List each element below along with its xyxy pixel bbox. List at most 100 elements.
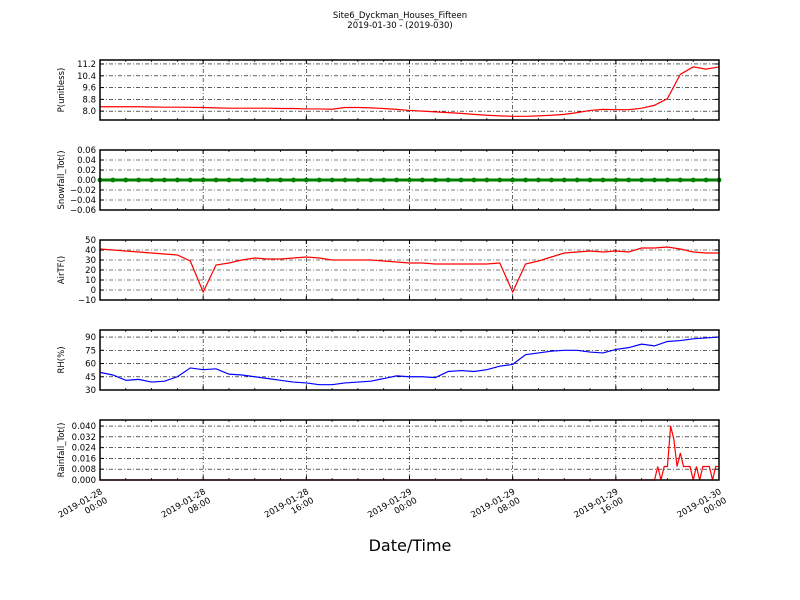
y-tick-label: 8.8: [82, 95, 96, 105]
y-tick-label: 0.00: [77, 176, 96, 186]
data-point: [510, 177, 516, 183]
data-point: [497, 177, 503, 183]
data-point: [626, 177, 632, 183]
y-tick-label: −0.02: [70, 186, 96, 196]
y-tick-label: 45: [85, 373, 96, 383]
data-point: [652, 177, 657, 183]
data-point: [149, 177, 154, 183]
x-tick-label: 2019-01-2808:00: [160, 487, 213, 529]
y-tick-label: −10: [78, 296, 96, 306]
data-point: [639, 177, 645, 183]
data-point: [278, 177, 283, 183]
data-point: [432, 177, 438, 183]
data-point: [174, 177, 180, 183]
data-point: [368, 177, 374, 183]
data-point: [342, 177, 348, 183]
data-point: [316, 177, 322, 183]
x-tick-label: 2019-01-2916:00: [573, 487, 626, 529]
title: Site6_Dyckman_Houses_Fifteen: [332, 11, 468, 21]
y-axis-label: AirTF(): [57, 256, 67, 284]
data-point: [187, 177, 193, 183]
series-line: [100, 425, 719, 481]
data-point: [613, 177, 619, 183]
axes-frame: [99, 329, 720, 391]
x-tick-label: 2019-01-3000:00: [676, 487, 729, 529]
data-point: [329, 177, 335, 183]
y-tick-label: −0.06: [70, 206, 96, 216]
y-tick-label: 40: [85, 246, 96, 256]
y-tick-label: 8.0: [82, 107, 96, 117]
y-tick-label: 0.02: [77, 166, 96, 176]
chart-title: Site6_Dyckman_Houses_Fifteen 2019-01-30 …: [0, 11, 800, 31]
data-point: [536, 177, 541, 183]
data-point: [123, 177, 129, 183]
data-point: [226, 177, 232, 183]
data-point: [200, 177, 206, 183]
data-point: [213, 177, 219, 183]
data-point: [561, 177, 567, 183]
data-point: [407, 177, 412, 183]
y-tick-label: 0.032: [72, 433, 96, 443]
data-point: [419, 177, 425, 183]
y-axis-label: Snowfall_Tot(): [57, 150, 67, 209]
y-tick-label: 0.04: [77, 156, 96, 166]
y-tick-label: 0.06: [77, 146, 96, 156]
x-axis-label: Date/Time: [369, 536, 452, 555]
y-tick-label: 90: [85, 333, 96, 343]
y-axis-label: RH(%): [57, 346, 67, 373]
y-tick-label: 75: [85, 346, 96, 356]
y-axis-label: P(unitless): [57, 68, 67, 113]
data-point: [110, 177, 116, 183]
data-point: [303, 177, 309, 183]
data-point: [523, 177, 528, 183]
y-tick-label: 0.040: [72, 422, 96, 432]
y-tick-label: 10: [85, 276, 96, 286]
subtitle: 2019-01-30 - (2019-030): [347, 21, 453, 31]
data-point: [252, 177, 258, 183]
y-tick-label: 0.024: [72, 444, 96, 454]
y-tick-label: 60: [85, 360, 96, 370]
y-tick-label: 50: [85, 236, 96, 246]
y-tick-label: 0.008: [72, 465, 96, 475]
y-tick-label: 0.016: [72, 454, 96, 464]
x-tick-label: 2019-01-2800:00: [57, 487, 110, 529]
data-point: [548, 177, 554, 183]
data-point: [458, 177, 464, 183]
y-tick-label: 30: [85, 256, 96, 266]
data-point: [574, 177, 580, 183]
data-point: [136, 177, 142, 183]
data-point: [291, 177, 296, 183]
data-point: [355, 177, 361, 183]
data-point: [265, 177, 271, 183]
axes-frame: [99, 59, 720, 121]
data-point: [703, 177, 709, 183]
data-point: [445, 177, 451, 183]
x-tick-label: 2019-01-2816:00: [263, 487, 316, 529]
y-axis-label: Rainfall_Tot(): [57, 423, 67, 478]
y-tick-label: 9.6: [82, 84, 96, 94]
y-tick-label: −0.04: [70, 196, 96, 206]
data-point: [162, 177, 167, 183]
x-tick-label: 2019-01-2900:00: [366, 487, 419, 529]
data-point: [239, 177, 245, 183]
axes-frame: [99, 419, 720, 481]
data-point: [677, 177, 683, 183]
data-point: [381, 177, 387, 183]
data-point: [484, 177, 490, 183]
y-tick-label: 20: [85, 266, 96, 276]
y-tick-label: 0.000: [72, 476, 96, 486]
y-tick-label: 10.4: [77, 72, 96, 82]
axes-frame: [99, 239, 720, 301]
data-point: [665, 177, 670, 183]
y-tick-label: 30: [85, 386, 96, 396]
y-tick-label: 11.2: [77, 60, 96, 70]
x-tick-label: 2019-01-2908:00: [469, 487, 522, 529]
data-point: [587, 177, 593, 183]
data-point: [600, 177, 606, 183]
data-point: [394, 177, 400, 183]
axes-frame: [99, 149, 720, 211]
y-tick-label: 0: [91, 286, 96, 296]
data-point: [471, 177, 477, 183]
data-point: [690, 177, 696, 183]
